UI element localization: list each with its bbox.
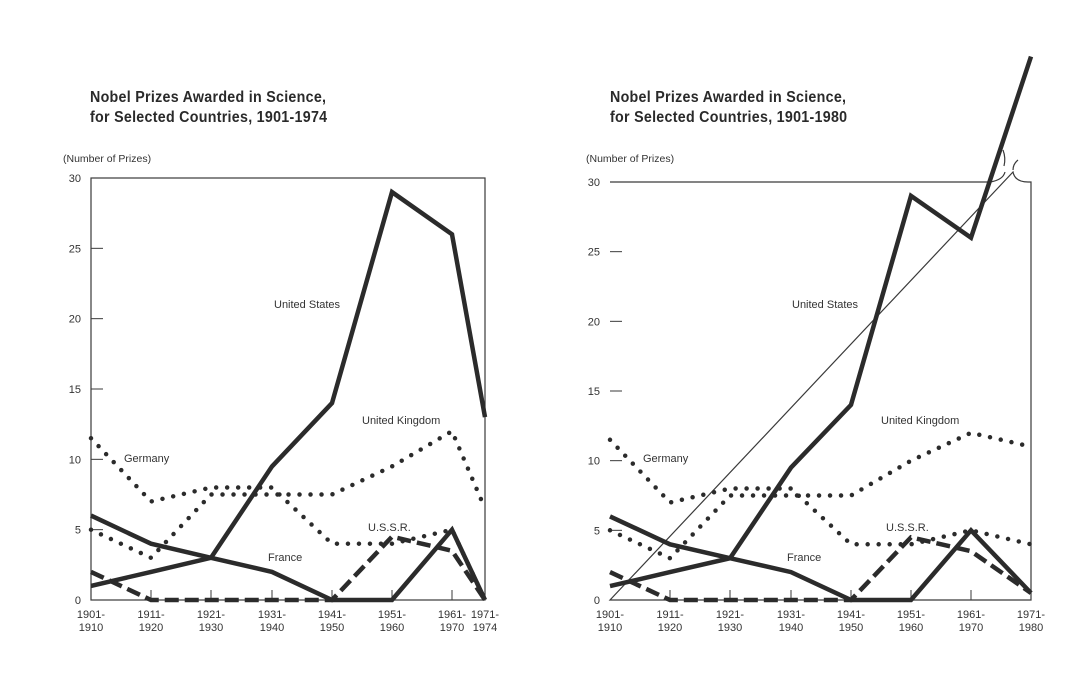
x-tick-label: 1974 <box>473 622 497 634</box>
chart-2-title-line2: for Selected Countries, 1901-1980 <box>610 109 848 126</box>
series-united-kingdom-label: United Kingdom <box>362 415 440 427</box>
chart-1-title-line2: for Selected Countries, 1901-1974 <box>90 109 328 126</box>
chart-2-ylabel: (Number of Prizes) <box>586 153 675 165</box>
x-tick-label: 1950 <box>839 622 863 634</box>
x-tick-label: 1951- <box>378 609 406 621</box>
x-tick-label: 1940 <box>779 622 803 634</box>
x-tick-label: 1941- <box>837 609 865 621</box>
x-tick-label: 1901- <box>77 609 105 621</box>
series-germany-label: Germany <box>643 453 689 465</box>
series-u-s-s-r-label: U.S.S.R. <box>886 522 929 534</box>
y-tick-label: 15 <box>69 384 81 396</box>
y-tick-label: 10 <box>69 454 81 466</box>
series-united-states-line <box>90 188 488 589</box>
x-tick-label: 1970 <box>440 622 464 634</box>
x-tick-label: 1920 <box>139 622 163 634</box>
x-tick-label: 1960 <box>380 622 404 634</box>
y-tick-label: 30 <box>69 173 81 185</box>
x-tick-label: 1911- <box>656 609 684 621</box>
x-tick-label: 1951- <box>897 609 925 621</box>
y-tick-label: 30 <box>588 177 600 189</box>
x-tick-label: 1940 <box>260 622 284 634</box>
series-u-s-s-r-line <box>90 534 487 603</box>
x-tick-label: 1980 <box>1019 622 1043 634</box>
chart-2: 0 5 10 15 20 25 30 1901-1910 1911-1920 1921-1930 1… <box>588 55 1045 634</box>
series-united-states-label: United States <box>792 299 859 311</box>
y-tick-label: 0 <box>75 595 81 607</box>
x-tick-label: 1930 <box>718 622 742 634</box>
series-france-label: France <box>787 552 821 564</box>
series-united-states-line <box>609 55 1034 589</box>
series-france-line <box>90 513 488 603</box>
series-germany-label: Germany <box>124 453 170 465</box>
x-tick-label: 1921- <box>716 609 744 621</box>
x-tick-label: 1921- <box>197 609 225 621</box>
y-tick-label: 5 <box>75 525 81 537</box>
chart-1-ylabel: (Number of Prizes) <box>63 153 152 165</box>
chart-1: 0 5 10 15 20 25 30 1901-1910 1911-1920 1921-1930 1… <box>69 173 500 634</box>
frame-break-mark <box>1002 149 1006 167</box>
chart-1-title: Nobel Prizes Awarded in Science, for Sel… <box>90 88 327 128</box>
y-tick-label: 5 <box>594 525 600 537</box>
x-tick-label: 1911- <box>137 609 165 621</box>
x-tick-label: 1931- <box>258 609 286 621</box>
x-tick-label: 1930 <box>199 622 223 634</box>
x-tick-label: 1910 <box>79 622 103 634</box>
chart-1-title-line1: Nobel Prizes Awarded in Science, <box>90 89 327 106</box>
x-tick-label: 1971- <box>471 609 499 621</box>
series-u-s-s-r-line <box>609 534 1033 603</box>
x-tick-label: 1931- <box>777 609 805 621</box>
y-tick-label: 25 <box>69 243 81 255</box>
y-tick-label: 25 <box>588 247 600 259</box>
series-united-kingdom-label: United Kingdom <box>881 415 959 427</box>
x-tick-label: 1901- <box>596 609 624 621</box>
y-tick-label: 10 <box>588 456 600 468</box>
series-france-line <box>609 514 1033 603</box>
x-tick-label: 1970 <box>959 622 983 634</box>
x-tick-label: 1961- <box>957 609 985 621</box>
x-tick-label: 1960 <box>899 622 923 634</box>
y-tick-label: 0 <box>594 595 600 607</box>
series-germany-line <box>88 435 488 603</box>
x-tick-label: 1950 <box>320 622 344 634</box>
series-u-s-s-r-label: U.S.S.R. <box>368 522 411 534</box>
x-tick-label: 1920 <box>658 622 682 634</box>
y-tick-label: 20 <box>588 316 600 328</box>
y-tick-label: 20 <box>69 314 81 326</box>
frame-break-mark <box>1012 159 1019 171</box>
series-germany-line <box>607 437 1034 547</box>
series-united-states-label: United States <box>274 299 341 311</box>
chart-2-title-line1: Nobel Prizes Awarded in Science, <box>610 89 847 106</box>
y-tick-label: 15 <box>588 386 600 398</box>
series-france-label: France <box>268 552 302 564</box>
x-tick-label: 1941- <box>318 609 346 621</box>
chart-2-title: Nobel Prizes Awarded in Science, for Sel… <box>610 88 847 128</box>
x-tick-label: 1910 <box>598 622 622 634</box>
x-tick-label: 1971- <box>1017 609 1045 621</box>
series-united-kingdom-line <box>607 430 1034 561</box>
x-tick-label: 1961- <box>438 609 466 621</box>
